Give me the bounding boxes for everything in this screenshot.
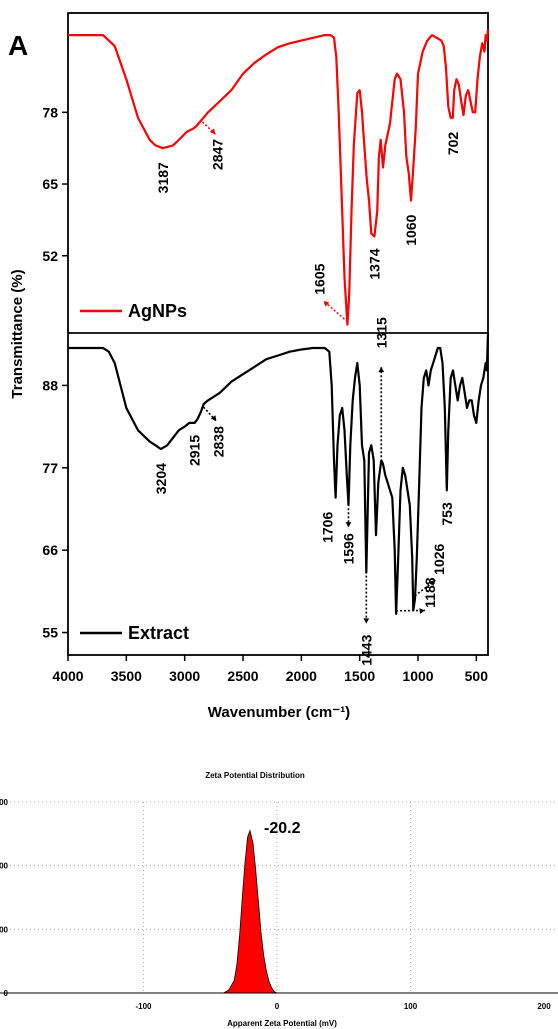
ftir-x-tick-label: 500 (465, 668, 489, 684)
ftir-peak-arrowhead (345, 522, 352, 528)
zeta-y-tick-label: 0 (4, 989, 9, 998)
ftir-y-tick-label: 66 (42, 542, 58, 558)
ftir-x-tick-label: 2500 (227, 668, 258, 684)
ftir-peak-label: 3187 (155, 162, 171, 193)
zeta-x-tick-label: 0 (275, 1002, 280, 1011)
zeta-grid (10, 801, 558, 993)
ftir-y-ticks: 52 65 78 55 66 77 88 (42, 104, 68, 641)
ftir-y-tick-label: 55 (42, 625, 58, 641)
ftir-peak-arrowhead (210, 415, 217, 422)
ftir-peak-label: 1026 (431, 543, 447, 574)
ftir-peak-arrowhead (323, 300, 330, 307)
zeta-x-tick-label: -100 (135, 1002, 152, 1011)
zeta-chart: Zeta Potential Distribution -100 0 100 200 … (0, 771, 558, 1028)
legend-extract-label: Extract (128, 623, 189, 643)
ftir-chart: A Transmittance (%) Wavenumber (cm⁻¹) 40… (8, 12, 490, 721)
ftir-peak-label: 753 (439, 502, 455, 526)
ftir-peak-label: 702 (445, 132, 461, 156)
zeta-title: Zeta Potential Distribution (205, 771, 305, 780)
ftir-ylabel: Transmittance (%) (9, 269, 26, 398)
ftir-peak-arrowhead (429, 580, 436, 586)
ftir-peak-label: 1596 (340, 533, 356, 564)
ftir-x-tick-label: 4000 (52, 668, 83, 684)
zeta-y-ticks: 0000000000 (0, 798, 9, 998)
ftir-y-tick-label: 77 (42, 460, 58, 476)
ftir-x-tick-label: 3500 (111, 668, 142, 684)
ftir-peak-arrow (202, 406, 217, 422)
ftir-x-tick-label: 1000 (402, 668, 433, 684)
ftir-line-agnps (68, 29, 490, 326)
ftir-frame (67, 12, 489, 656)
zeta-y-tick-label: 000 (0, 798, 9, 807)
zeta-x-tick-label: 100 (404, 1002, 418, 1011)
ftir-x-ticks: 4000 3500 3000 2500 2000 1500 1000 500 (52, 655, 488, 684)
ftir-y-tick-label: 65 (42, 176, 58, 192)
ftir-peak-label: 3204 (153, 463, 169, 494)
zeta-x-ticks: -100 0 100 200 (135, 1002, 551, 1011)
ftir-y-tick-label: 52 (42, 248, 58, 264)
panel-letter: A (8, 30, 28, 61)
ftir-peak-label: 1706 (320, 512, 336, 543)
ftir-peak-arrowhead (378, 366, 385, 373)
ftir-peak-label: 2847 (210, 139, 226, 170)
ftir-peak-arrowhead (209, 128, 216, 135)
ftir-xlabel: Wavenumber (cm⁻¹) (208, 704, 350, 721)
ftir-peak-arrowhead (363, 618, 370, 624)
ftir-peak-label: 2838 (211, 426, 227, 457)
legend-agnps-label: AgNPs (128, 301, 187, 321)
ftir-peak-label: 1188 (422, 577, 438, 608)
ftir-x-tick-label: 1500 (344, 668, 375, 684)
ftir-y-tick-label: 78 (42, 104, 58, 120)
zeta-distribution-area (222, 829, 278, 994)
ftir-peak-label: 2915 (187, 435, 203, 466)
ftir-x-tick-label: 3000 (169, 668, 200, 684)
ftir-peak-label: 1374 (366, 248, 382, 279)
ftir-series (68, 29, 490, 615)
ftir-y-tick-label: 88 (42, 377, 58, 393)
zeta-x-tick-label: 200 (537, 1002, 551, 1011)
ftir-x-tick-label: 2000 (286, 668, 317, 684)
ftir-peak-arrowhead (419, 608, 425, 614)
zeta-y-tick-label: 000 (0, 862, 9, 871)
ftir-peak-arrow (323, 300, 348, 323)
zeta-peak-label: -20.2 (264, 820, 301, 837)
zeta-y-tick-label: 000 (0, 925, 9, 934)
ftir-peak-label: 1605 (311, 263, 327, 294)
legend-extract: Extract (80, 623, 189, 643)
ftir-line-extract (68, 332, 490, 615)
ftir-peak-label: 1060 (403, 214, 419, 245)
zeta-xlabel: Apparent Zeta Potential (mV) (227, 1019, 337, 1028)
ftir-peak-arrow (201, 121, 216, 135)
ftir-peak-label: 1443 (358, 634, 374, 665)
ftir-peak-label: 1315 (373, 317, 389, 348)
legend-agnps: AgNPs (80, 301, 187, 321)
